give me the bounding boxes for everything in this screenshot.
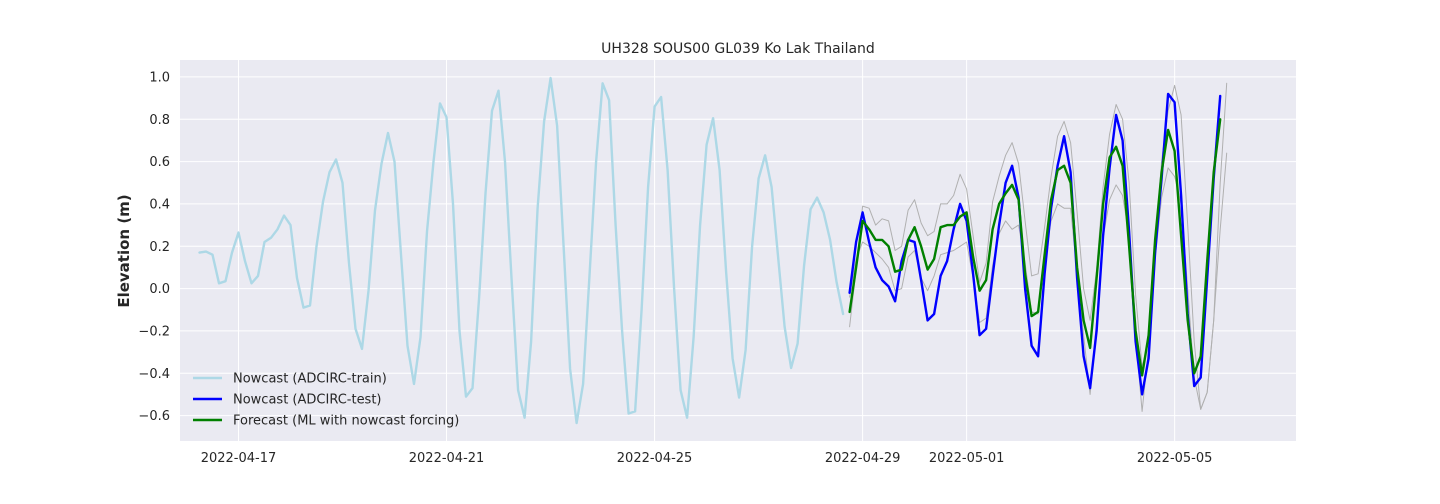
x-tick-label: 2022-04-21: [409, 451, 485, 466]
x-tick-label: 2022-04-17: [201, 451, 277, 466]
y-tick-label: −0.2: [138, 324, 170, 339]
y-tick-label: 0.8: [149, 113, 170, 128]
legend-label: Nowcast (ADCIRC-train): [233, 372, 387, 387]
plot-area: [180, 60, 1296, 441]
series-line-forecast-ml-with-nowcast-forcing: [848, 118, 1222, 377]
y-tick-label: −0.6: [138, 409, 170, 424]
x-tick-label: 2022-05-05: [1137, 451, 1213, 466]
y-tick-label: 0.6: [149, 155, 170, 170]
y-tick-label: 0.4: [149, 197, 170, 212]
y-tick-label: 0.2: [149, 240, 170, 255]
x-tick-label: 2022-04-29: [825, 451, 901, 466]
chart-title: UH328 SOUS00 GL039 Ko Lak Thailand: [601, 41, 875, 57]
y-tick-labels: −0.6 −0.4 −0.2 0.0 0.2 0.4 0.6 0.8 1.0: [138, 70, 170, 424]
series-line-nowcast-adcirc-train: [198, 76, 845, 425]
ensemble-bound-line: [849, 152, 1228, 412]
x-tick-label: 2022-05-01: [929, 451, 1005, 466]
y-tick-label: −0.4: [138, 367, 170, 382]
legend: Nowcast (ADCIRC-train) Nowcast (ADCIRC-te…: [193, 372, 459, 429]
series-lines: [198, 76, 1228, 425]
x-tick-labels: 2022-04-17 2022-04-21 2022-04-25 2022-04-29…: [201, 451, 1213, 466]
legend-label: Nowcast (ADCIRC-test): [233, 393, 382, 408]
y-axis-label: Elevation (m): [115, 194, 133, 307]
x-tick-label: 2022-04-25: [617, 451, 693, 466]
grid-lines: [180, 60, 1296, 441]
y-tick-label: 1.0: [149, 70, 170, 85]
y-tick-label: 0.0: [149, 282, 170, 297]
legend-label: Forecast (ML with nowcast forcing): [233, 414, 459, 429]
